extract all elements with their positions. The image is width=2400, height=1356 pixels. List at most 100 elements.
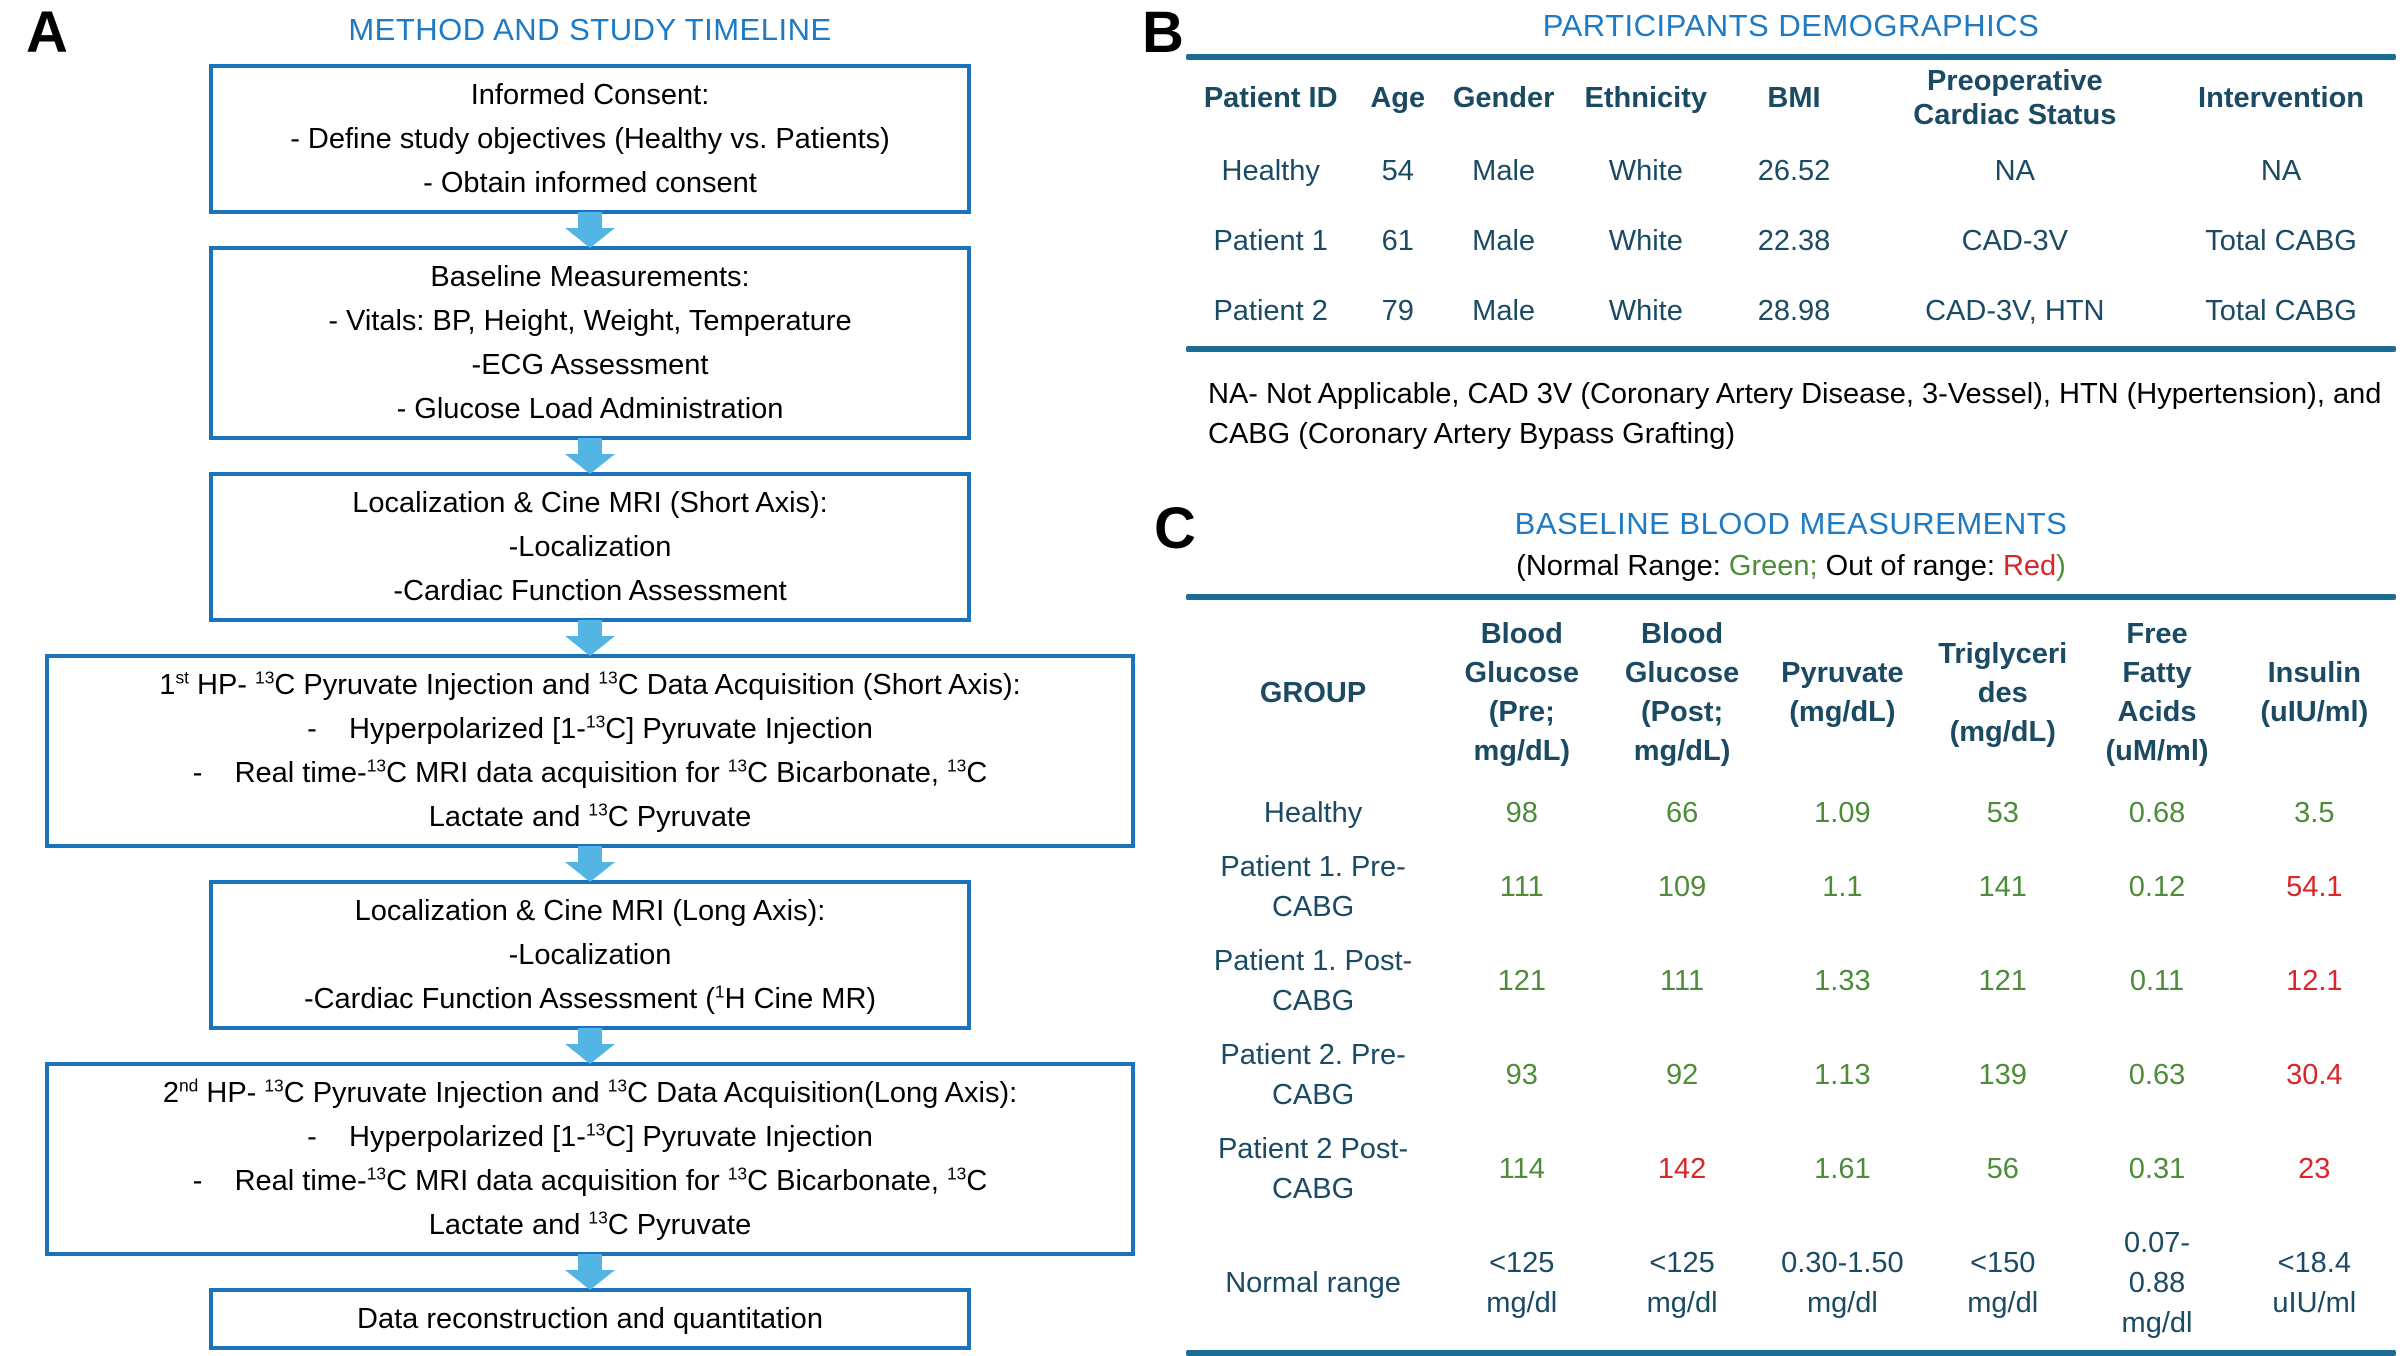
blood-value-cell: 0.31 <box>2128 1153 2186 1185</box>
arrow-head <box>565 228 615 248</box>
flow-box-line: 2nd HP- 13C Pyruvate Injection and 13C D… <box>162 1075 1018 1109</box>
blood-value-cell: 109 <box>1657 871 1707 903</box>
arrow-head <box>565 636 615 656</box>
blood-value-cell: 56 <box>1986 1153 2019 1185</box>
flow-box-line: - Real time-13C MRI data acquisition for… <box>192 1163 988 1197</box>
blood-value-cell: 142 <box>1657 1153 1707 1185</box>
blood-value-cell: 93 <box>1505 1059 1538 1091</box>
demographics-cell: Total CABG <box>2205 295 2357 327</box>
blood-value-cell: 121 <box>1497 965 1546 997</box>
subtitle-part: Red <box>2002 550 2057 582</box>
panel-b: B PARTICIPANTS DEMOGRAPHICS Patient ID Ag… <box>1140 0 2400 454</box>
flow-box-line: - Define study objectives (Healthy vs. P… <box>290 123 890 155</box>
flow-box-line: Localization & Cine MRI (Long Axis): <box>354 895 826 927</box>
flow-box-line: - Real time-13C MRI data acquisition for… <box>192 755 988 789</box>
demographics-cell: NA <box>1994 155 2035 187</box>
panel-b-label: B <box>1142 0 1184 65</box>
down-arrow-icon <box>565 212 615 248</box>
rule-bottom-c <box>1186 1350 2396 1356</box>
demographics-cell: 54 <box>1381 155 1414 187</box>
blood-value-cell: 1.09 <box>1814 797 1871 829</box>
flow-box-line: Localization & Cine MRI (Short Axis): <box>352 487 828 519</box>
demographics-cell: White <box>1608 225 1683 257</box>
demographics-header-cell: Gender <box>1452 82 1555 114</box>
panel-a-title: METHOD AND STUDY TIMELINE <box>348 12 832 47</box>
rule-top-c <box>1186 594 2396 600</box>
blood-value-cell: 1.1 <box>1822 871 1863 903</box>
flow-box: 2nd HP- 13C Pyruvate Injection and 13C D… <box>45 1062 1135 1256</box>
demographics-cell: NA <box>2260 155 2302 187</box>
panel-c-content: BASELINE BLOOD MEASUREMENTS (Normal Rang… <box>1186 506 2396 1356</box>
demographics-cell: White <box>1608 155 1683 187</box>
flow-box-line: Baseline Measurements: <box>430 261 750 293</box>
blood-value-cell: 53 <box>1986 797 2019 829</box>
demographics-header-cell: BMI <box>1767 82 1821 114</box>
blood-value-cell: 12.1 <box>2286 965 2343 997</box>
flow-box-line: -Cardiac Function Assessment <box>393 575 787 607</box>
flow-box-line: 1st HP- 13C Pyruvate Injection and 13C D… <box>159 667 1021 701</box>
blood-row: Patient 2. Pre- CABG 93 92 1.13 139 0.63 30.4 <box>1186 1028 2396 1122</box>
blood-row: Patient 2 Post- CABG 114 142 1.61 56 0.31 23 <box>1186 1122 2396 1216</box>
blood-group-cell: Patient 1. Pre- CABG <box>1220 851 1406 923</box>
blood-header-row: GROUP Blood Glucose (Pre; mg/dL) Blood Glu… <box>1186 600 2396 786</box>
blood-header-cell: Free Fatty Acids (uM/ml) <box>2105 618 2209 767</box>
blood-group-cell: Patient 1. Post- CABG <box>1213 945 1413 1017</box>
blood-group-cell: Patient 2 Post- CABG <box>1217 1133 1409 1205</box>
flow-box-line: -ECG Assessment <box>471 349 709 381</box>
demographics-footnote: NA- Not Applicable, CAD 3V (Coronary Art… <box>1208 378 2382 450</box>
panel-c-label: C <box>1154 496 1196 561</box>
flow-box: Informed Consent: - Define study objectiv… <box>209 64 971 214</box>
blood-header-cell: Pyruvate (mg/dL) <box>1781 657 1904 728</box>
flow-box-line: -Cardiac Function Assessment (1H Cine MR… <box>303 981 877 1015</box>
blood-value-cell: 23 <box>2298 1153 2331 1185</box>
demographics-header-row: Patient ID Age Gender Ethnicity BMI Preoperat… <box>1186 60 2396 136</box>
blood-header-cell: Blood Glucose (Pre; mg/dL) <box>1464 618 1579 767</box>
demographics-cell: Male <box>1472 295 1536 327</box>
blood-header-cell: Triglyceri des (mg/dL) <box>1938 637 2068 748</box>
down-arrow-icon <box>565 1254 615 1290</box>
demographics-cell: 22.38 <box>1757 225 1831 257</box>
panel-c-title: BASELINE BLOOD MEASUREMENTS <box>1514 506 2068 541</box>
demographics-row: Healthy 54 Male White 26.52 NA NA <box>1186 136 2396 206</box>
blood-value-cell: <125 mg/dl <box>1646 1247 1718 1319</box>
flow-box-line: Lactate and 13C Pyruvate <box>428 1207 752 1241</box>
demographics-body: Healthy 54 Male White 26.52 NA NA Patient 1 61 Ma… <box>1186 136 2396 346</box>
blood-value-cell: 0.07- 0.88 mg/dl <box>2121 1227 2193 1339</box>
panel-c-subtitle: (Normal Range: Green; Out of range: Red) <box>1186 548 2396 584</box>
blood-group-cell: Patient 2. Pre- CABG <box>1220 1039 1406 1111</box>
demographics-cell: Male <box>1472 225 1536 257</box>
blood-value-cell: 92 <box>1665 1059 1699 1091</box>
flow-box-line: -Localization <box>508 939 672 971</box>
panel-a: A METHOD AND STUDY TIMELINE Informed Con… <box>0 0 1140 1350</box>
blood-value-cell: 54.1 <box>2286 871 2343 903</box>
rule-bottom-b <box>1186 346 2396 352</box>
blood-value-cell: <18.4 uIU/ml <box>2272 1247 2357 1319</box>
blood-value-cell: 0.68 <box>2128 797 2186 829</box>
flow-box: Localization & Cine MRI (Short Axis): -Lo… <box>209 472 971 622</box>
arrow-stem <box>578 212 602 229</box>
flow-box: Data reconstruction and quantitation <box>209 1288 971 1350</box>
demographics-row: Patient 2 79 Male White 28.98 CAD-3V, HTN Tota… <box>1186 276 2396 346</box>
demographics-header-cell: Patient ID <box>1203 82 1338 114</box>
demographics-cell: Healthy <box>1221 155 1320 187</box>
arrow-stem <box>578 846 602 863</box>
blood-value-cell: 3.5 <box>2294 797 2335 829</box>
down-arrow-icon <box>565 846 615 882</box>
blood-header-cell: Insulin (uIU/ml) <box>2260 657 2369 728</box>
down-arrow-icon <box>565 1028 615 1064</box>
blood-value-cell: 1.33 <box>1814 965 1871 997</box>
blood-value-cell: 30.4 <box>2286 1059 2343 1091</box>
demographics-cell: CAD-3V, HTN <box>1925 295 2105 327</box>
blood-value-cell: 1.13 <box>1814 1059 1871 1091</box>
flow-box-line: Data reconstruction and quantitation <box>357 1303 823 1335</box>
subtitle-part: (Normal Range: <box>1516 550 1729 582</box>
demographics-cell: 61 <box>1381 225 1414 257</box>
blood-value-cell: 66 <box>1665 797 1699 829</box>
flow-box-line: - Vitals: BP, Height, Weight, Temperatur… <box>328 305 852 337</box>
demographics-cell: 79 <box>1381 295 1414 327</box>
demographics-cell: Male <box>1472 155 1536 187</box>
demographics-cell: Total CABG <box>2205 225 2357 257</box>
blood-value-cell: 111 <box>1660 965 1705 997</box>
blood-row: Patient 1. Pre- CABG 111 109 1.1 141 0.12 54.1 <box>1186 840 2396 934</box>
demographics-cell: CAD-3V <box>1961 225 2068 257</box>
